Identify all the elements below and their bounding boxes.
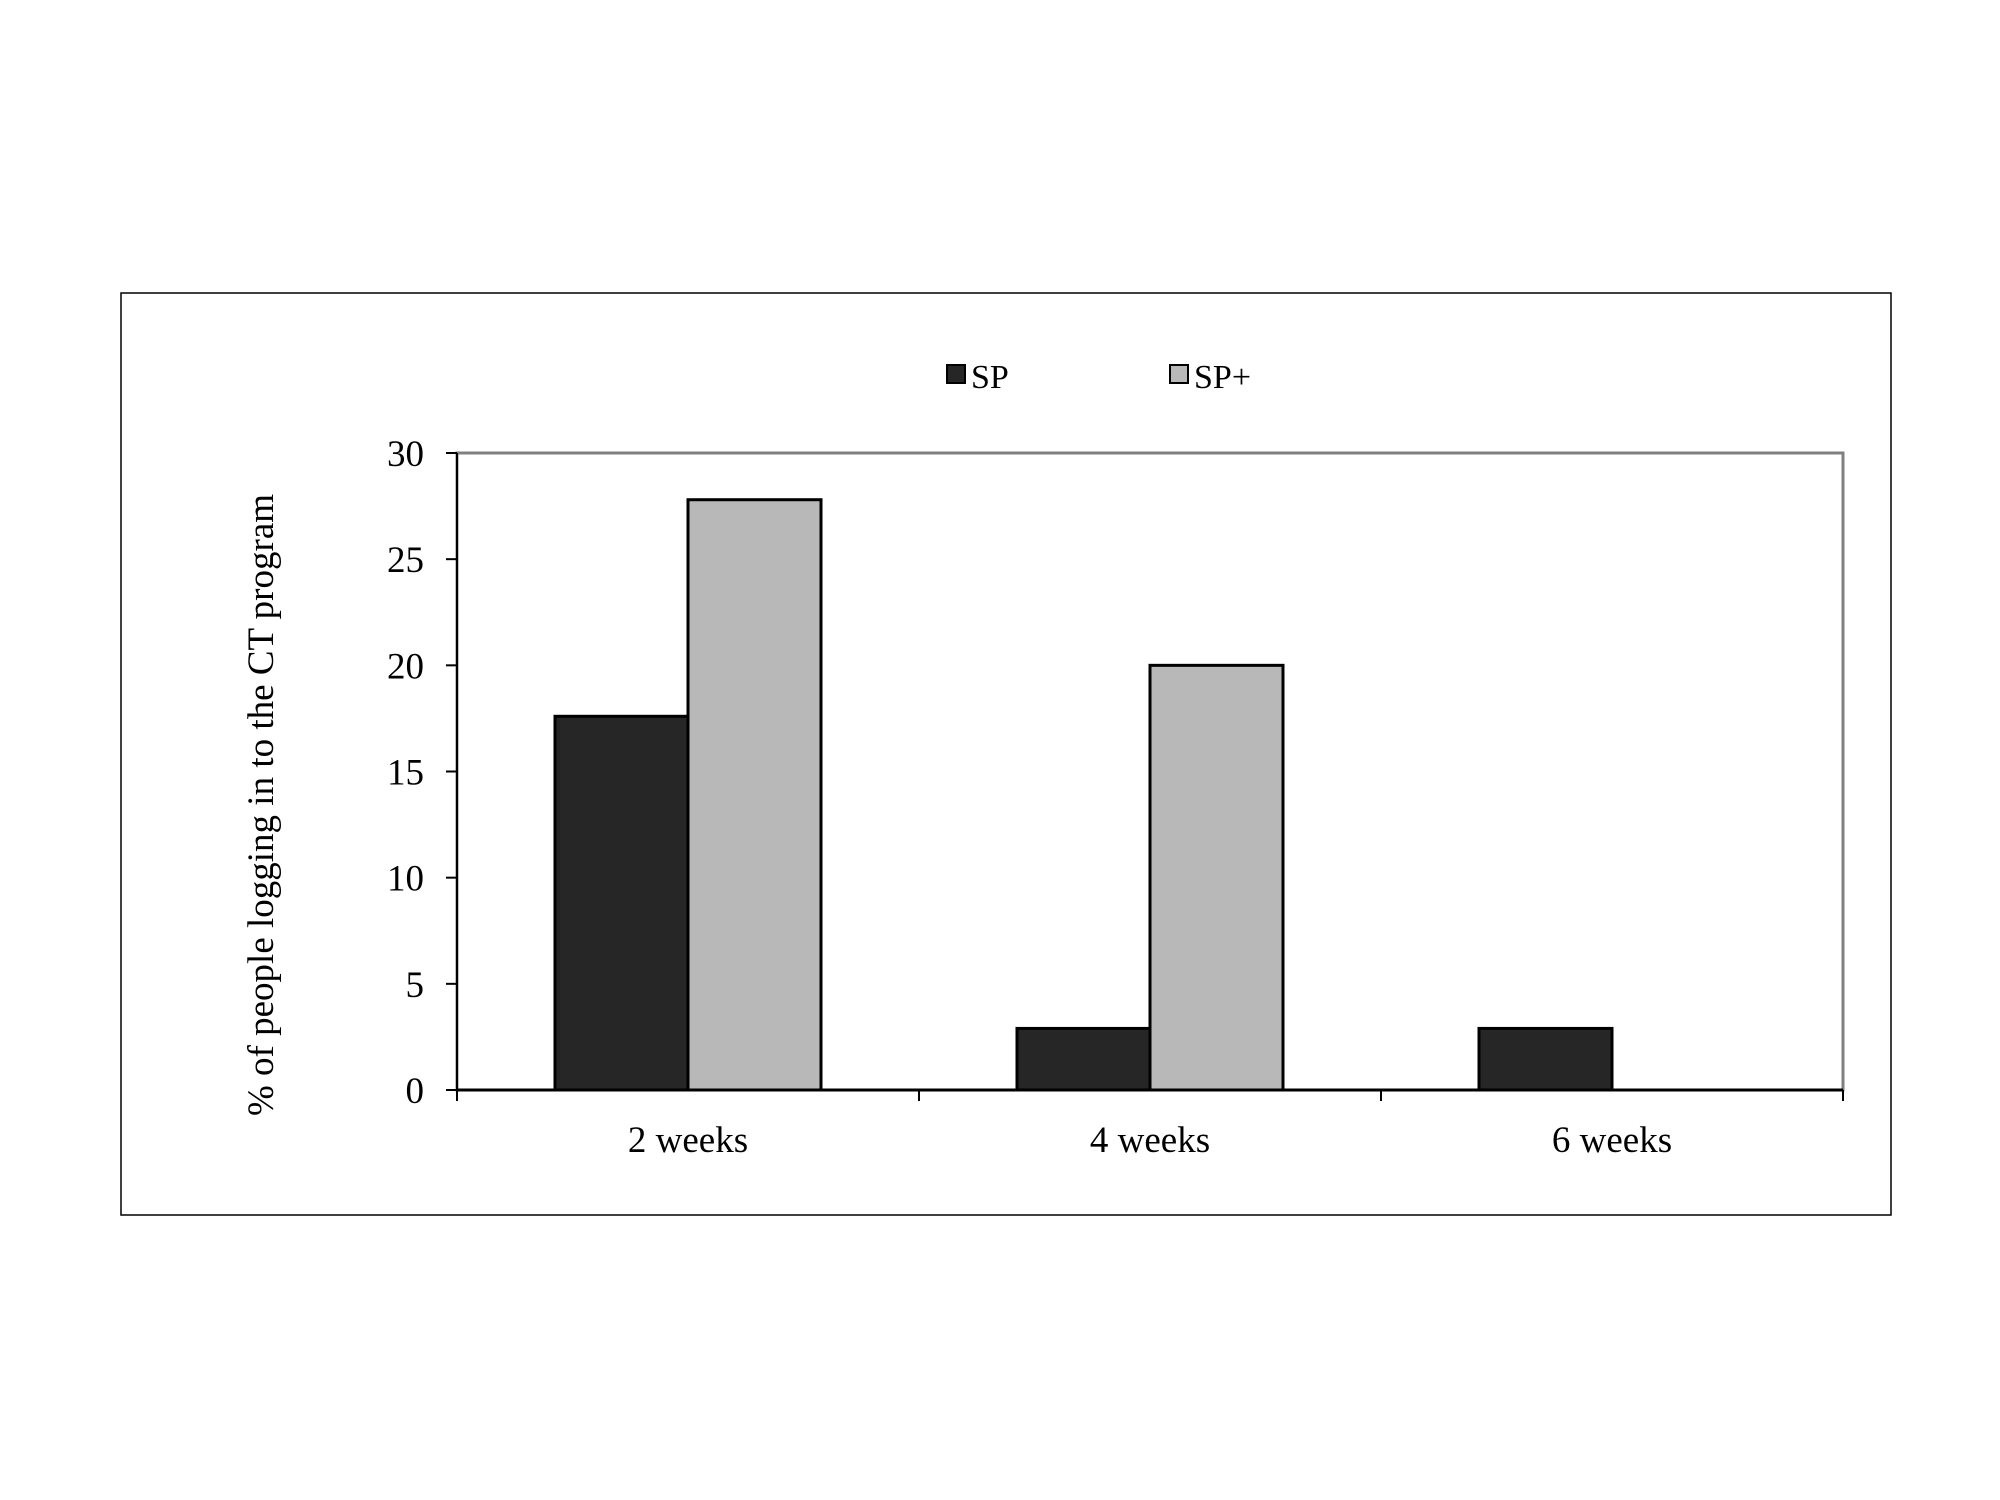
- legend-label-2: SP+: [1194, 359, 1251, 396]
- y-tick-label: 15: [387, 753, 424, 794]
- y-axis: 0 5 10 15 20 25 30: [387, 434, 458, 1112]
- legend-swatch-1: [946, 364, 966, 384]
- x-category-label: 2 weeks: [628, 1120, 748, 1161]
- y-tick-label: 25: [387, 540, 424, 581]
- bar-sp-plus-1: [686, 498, 823, 1092]
- y-tick-label: 5: [406, 965, 425, 1006]
- x-category-label: 6 weeks: [1552, 1120, 1672, 1161]
- bar-sp-2: [1015, 1026, 1152, 1092]
- legend: SP SP+: [946, 359, 1251, 396]
- legend-label-1: SP: [971, 359, 1009, 396]
- bar-sp-1: [553, 714, 690, 1092]
- y-axis-title: % of people logging in to the CT program: [241, 494, 282, 1116]
- bar-sp-3: [1477, 1026, 1614, 1092]
- legend-swatch-2: [1169, 364, 1189, 384]
- x-category-label: 4 weeks: [1090, 1120, 1210, 1161]
- x-axis: 2 weeks 4 weeks 6 weeks: [456, 1088, 1844, 1161]
- y-tick-label: 0: [406, 1071, 425, 1112]
- y-tick-label: 10: [387, 859, 424, 900]
- y-tick-label: 30: [387, 434, 424, 475]
- y-tick-label: 20: [387, 646, 424, 687]
- bar-sp-plus-2: [1148, 663, 1285, 1092]
